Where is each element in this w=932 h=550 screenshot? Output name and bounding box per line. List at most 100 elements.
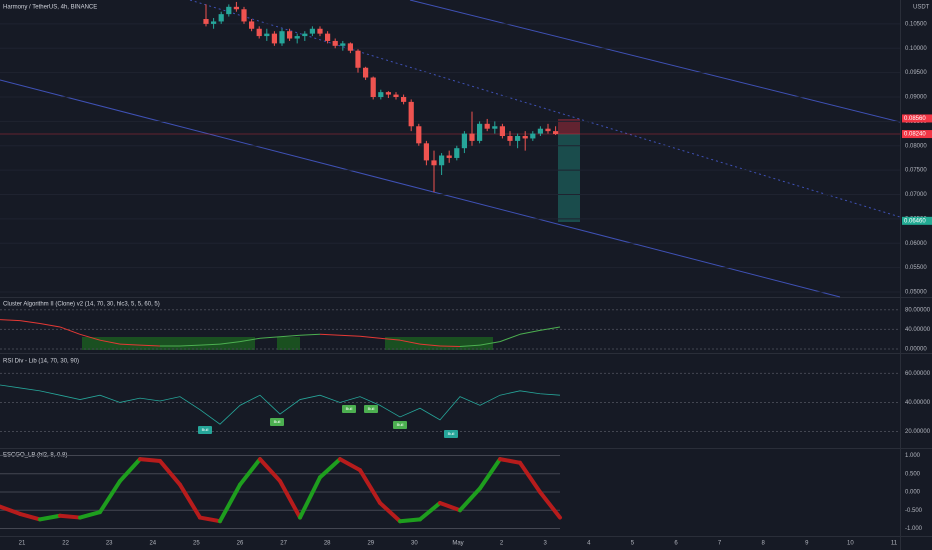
candle-body <box>249 21 255 29</box>
escgo-segment <box>118 457 142 484</box>
tick-label: 0.000 <box>905 490 921 496</box>
price-tick-label: 0.05000 <box>905 290 927 296</box>
tick-label: 0.00000 <box>905 347 927 353</box>
channel <box>0 0 901 298</box>
escgo-segment <box>18 511 42 522</box>
channel-mid <box>189 0 901 218</box>
cluster-segment <box>519 329 541 335</box>
cluster-segment <box>419 343 441 347</box>
signal-label: Bull <box>368 406 375 411</box>
escgo-segment <box>0 504 22 516</box>
tick-label: -1.000 <box>905 526 923 532</box>
candle-body <box>302 33 308 37</box>
escgo-segment <box>298 475 322 520</box>
symbol-title: Harmony / TetherUS, 4h, BINANCE <box>3 5 97 11</box>
cluster-segment <box>379 337 401 341</box>
price-tag-label: 0.08560 <box>904 116 926 122</box>
time-label: 6 <box>674 541 678 547</box>
price-tick-label: 0.10500 <box>905 21 927 27</box>
candle-body <box>218 14 224 22</box>
candle-body <box>355 50 361 68</box>
escgo-segment <box>318 457 342 480</box>
signal-label: Bull <box>346 406 353 411</box>
time-label: 25 <box>193 541 200 547</box>
tick-label: 40.00000 <box>905 327 931 333</box>
escgo-segment <box>338 457 362 473</box>
tick-label: 20.00000 <box>905 429 931 435</box>
price-tag <box>902 114 932 123</box>
candle-body <box>553 131 559 135</box>
candle-body <box>347 43 353 51</box>
pane-title: RSI Div - Lib (14, 70, 30, 90) <box>3 359 79 365</box>
candle-body <box>537 128 543 134</box>
cluster-segment <box>319 333 341 336</box>
candle-body <box>416 126 422 144</box>
cluster-segment <box>179 344 201 347</box>
time-label: 30 <box>411 541 418 547</box>
currency: USDT <box>913 5 930 11</box>
escgo-segment <box>358 468 382 505</box>
candle-body <box>484 123 490 129</box>
signal-box <box>342 405 356 413</box>
candle-body <box>226 6 232 15</box>
price-tick-label: 0.07500 <box>905 168 927 174</box>
candle-body <box>340 43 346 46</box>
candle-body <box>332 40 338 46</box>
price-tick-label: 0.09000 <box>905 95 927 101</box>
escgo-segment <box>198 515 222 524</box>
candle-body <box>256 28 262 37</box>
cluster-segment <box>499 333 521 343</box>
escgo-segment <box>158 458 182 487</box>
candle-body <box>507 136 513 141</box>
tick-label: -0.500 <box>905 508 923 514</box>
time-label: 8 <box>762 541 766 547</box>
price-tick-label: 0.08000 <box>905 143 927 149</box>
escgo-segment <box>78 510 102 520</box>
cluster-segment <box>299 333 321 336</box>
price-tick-label: 0.06000 <box>905 241 927 247</box>
cluster-segment <box>539 326 561 331</box>
signal-label: Bull <box>448 431 455 436</box>
candle-body <box>401 97 407 102</box>
signal-box <box>444 430 458 438</box>
candle-body <box>309 28 315 34</box>
signal-label: Bull <box>202 427 209 432</box>
time-label: 2 <box>500 541 504 547</box>
escgo-segment <box>258 457 282 484</box>
tick-label: 60.00000 <box>905 371 931 377</box>
candle-body <box>370 77 376 98</box>
escgo-segment <box>138 457 162 463</box>
candle-body <box>264 33 270 37</box>
tick-label: 1.000 <box>905 453 921 459</box>
tick-label: 80.00000 <box>905 307 931 313</box>
signal-box <box>364 405 378 413</box>
cluster-segment <box>479 341 501 346</box>
escgo-segment <box>538 490 562 520</box>
escgo-segment <box>218 482 242 524</box>
tick-label: 0.500 <box>905 471 921 477</box>
candle-body <box>461 133 467 149</box>
escgo-segment <box>458 486 482 513</box>
time-label: 27 <box>280 541 287 547</box>
cluster-segment <box>119 343 141 346</box>
candle-body <box>515 136 521 141</box>
time-label: 29 <box>367 541 374 547</box>
price-tag <box>902 216 932 225</box>
candle-body <box>385 92 391 95</box>
cluster-segment <box>279 334 301 338</box>
candle-body <box>477 123 483 141</box>
candle-body <box>203 19 209 24</box>
time-label: 26 <box>237 541 244 547</box>
signal-box <box>198 426 212 434</box>
escgo-segment <box>98 479 122 515</box>
price-tick-label: 0.10000 <box>905 46 927 52</box>
escgo-segment <box>438 500 462 513</box>
cluster-segment <box>79 333 101 341</box>
candle-body <box>241 9 247 22</box>
time-label: 24 <box>149 541 156 547</box>
tick-label: 40.00000 <box>905 400 931 406</box>
candle-body <box>271 33 277 44</box>
cluster-segment <box>339 334 361 337</box>
signal-box <box>270 418 284 426</box>
